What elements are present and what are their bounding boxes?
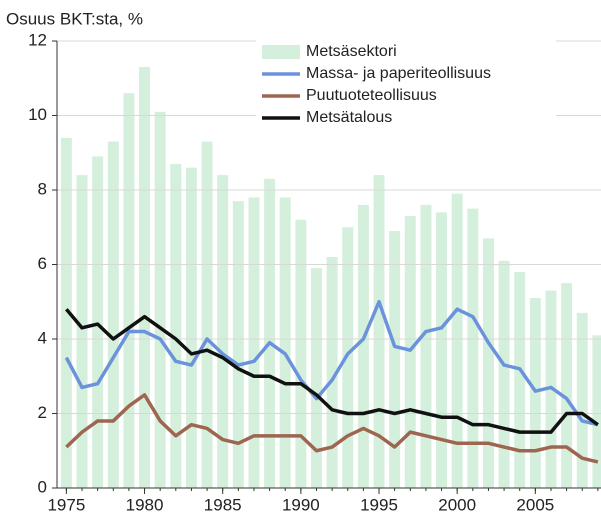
- bar: [514, 271, 526, 488]
- y-tick-label: 6: [38, 254, 47, 273]
- bar: [170, 163, 182, 489]
- bar: [123, 93, 135, 489]
- bar: [592, 335, 601, 488]
- y-tick-label: 12: [28, 30, 47, 49]
- y-tick-label: 10: [28, 105, 47, 124]
- bar: [232, 201, 244, 489]
- y-axis-label: Osuus BKT:sta, %: [6, 9, 143, 28]
- bar: [217, 175, 229, 488]
- y-tick-label: 4: [38, 328, 47, 347]
- y-tick-label: 8: [38, 179, 47, 198]
- legend-label: Massa- ja paperiteollisuus: [306, 65, 491, 82]
- bar: [139, 67, 151, 488]
- bar: [311, 268, 322, 488]
- legend-label: Metsäsektori: [306, 43, 397, 60]
- bar: [373, 175, 385, 488]
- x-tick-label: 1975: [47, 495, 85, 514]
- bar: [185, 167, 197, 488]
- bar: [436, 212, 448, 488]
- bar: [248, 197, 260, 488]
- y-tick-label: 2: [38, 403, 47, 422]
- bar: [357, 204, 369, 488]
- bar: [326, 257, 338, 488]
- bar: [279, 197, 291, 488]
- bar: [451, 193, 463, 488]
- legend-swatch: [262, 45, 300, 59]
- x-tick-label: 2005: [516, 495, 554, 514]
- x-tick-label: 1990: [282, 495, 320, 514]
- line: [65, 308, 599, 434]
- x-tick-label: 1980: [126, 495, 164, 514]
- bar: [201, 141, 213, 488]
- bar: [529, 298, 541, 488]
- line: [65, 393, 599, 464]
- legend-box: [256, 38, 556, 134]
- line: [64, 300, 599, 427]
- legend-label: Metsätalous: [306, 109, 392, 126]
- bar: [576, 312, 588, 488]
- bar: [482, 238, 494, 488]
- y-tick-label: 0: [38, 477, 47, 496]
- x-tick-label: 1985: [204, 495, 242, 514]
- bar: [295, 219, 307, 489]
- legend-label: Puutuoteteollisuus: [306, 87, 437, 104]
- bar: [498, 260, 510, 488]
- x-tick-label: 1995: [360, 495, 398, 514]
- bar: [107, 141, 119, 488]
- bar: [420, 204, 432, 488]
- bar: [264, 178, 276, 488]
- bar: [467, 208, 479, 488]
- bar: [154, 111, 166, 489]
- bar: [561, 283, 573, 488]
- bar: [404, 216, 416, 488]
- bar: [92, 156, 104, 488]
- bar: [60, 137, 72, 488]
- bar: [342, 227, 354, 488]
- bar: [76, 175, 88, 488]
- x-tick-label: 2000: [438, 495, 476, 514]
- bar: [389, 230, 401, 488]
